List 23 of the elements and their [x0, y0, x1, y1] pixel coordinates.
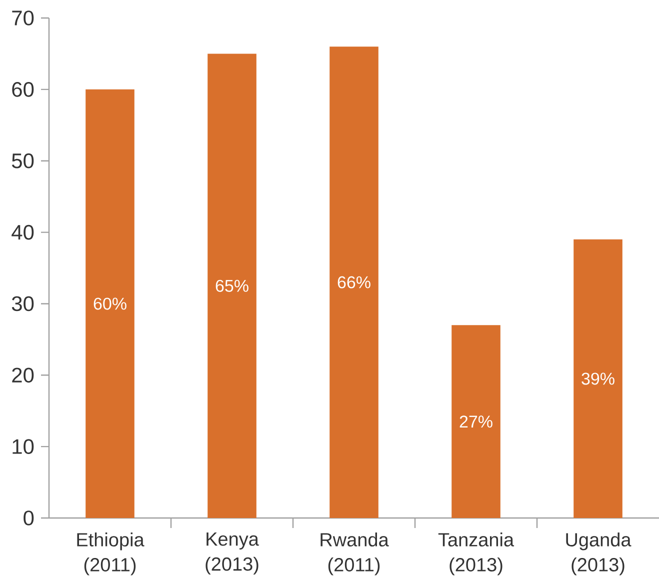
y-tick-label: 50 [12, 153, 34, 168]
y-tick-label: 40 [12, 224, 34, 240]
data-label: 65% [216, 280, 248, 292]
bar [330, 46, 378, 518]
y-tick-label: 10 [12, 439, 34, 454]
data-label: 27% [460, 416, 492, 428]
data-label: 60% [94, 298, 126, 310]
x-tick-label: Uganda (2013) [566, 532, 632, 576]
data-label: 39% [582, 372, 614, 385]
y-tick-label: 60 [12, 82, 34, 97]
bar [452, 325, 500, 518]
y-tick-label: 30 [12, 296, 34, 312]
bar [574, 239, 622, 518]
x-tick-label: Kenya (2013) [206, 532, 259, 575]
bar [86, 89, 134, 518]
x-tick-label: Ethiopia (2011) [77, 532, 144, 576]
bar [208, 54, 256, 518]
x-tick-label: Rwanda (2011) [320, 532, 389, 576]
x-tick-label: Tanzania (2013) [438, 532, 514, 576]
y-tick-label: 20 [12, 368, 34, 383]
data-label: 66% [338, 276, 370, 288]
y-tick-label: 0 [24, 510, 34, 526]
y-tick-label: 70 [12, 10, 34, 26]
